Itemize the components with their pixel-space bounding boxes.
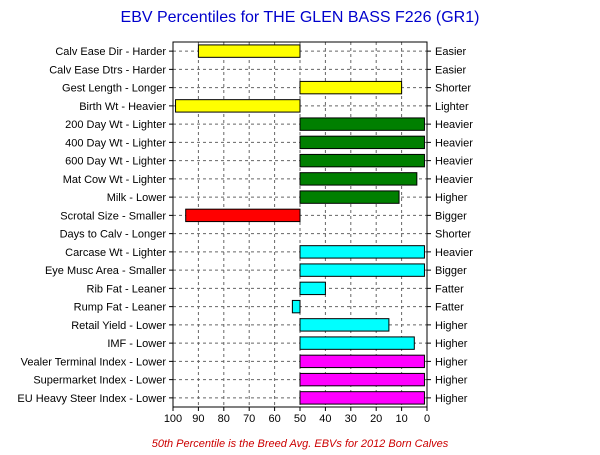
direction-label: Bigger [435,210,467,222]
direction-label: Easier [435,46,467,58]
x-tick-label: 100 [164,413,182,425]
category-label: Calv Ease Dir - Harder [55,46,166,58]
direction-label: Fatter [435,283,464,295]
bar [299,153,425,168]
bar [299,245,425,259]
category-label: IMF - Lower [107,338,166,350]
category-label: Retail Yield - Lower [71,320,166,332]
direction-label: Higher [435,320,468,332]
bar [299,135,425,150]
category-label: 600 Day Wt - Lighter [65,156,166,168]
bar [299,391,425,405]
category-label: EU Heavy Steer Index - Lower [17,393,166,405]
bars [175,44,425,405]
category-label: Calv Ease Dtrs - Harder [49,64,166,76]
bar [291,299,301,314]
category-label: Rib Fat - Leaner [87,283,167,295]
bar [299,172,418,186]
x-tick-label: 20 [370,413,382,425]
direction-label: Shorter [435,83,471,95]
bar [299,80,403,95]
direction-label: Heavier [435,119,473,131]
bar [185,208,301,223]
direction-label: Heavier [435,247,473,259]
right-direction-labels: Easier Easier Shorter Lighter Heavier Heavier… [427,46,473,405]
chart-title: EBV Percentiles for THE GLEN BASS F226 (… [121,9,480,26]
bar [299,354,425,369]
category-label: Birth Wt - Heavier [79,101,166,113]
direction-label: Heavier [435,174,473,186]
bar [299,336,415,350]
bar [299,263,425,277]
x-tick-label: 30 [345,413,357,425]
category-label: 200 Day Wt - Lighter [65,119,166,131]
direction-label: Higher [435,192,468,204]
direction-label: Fatter [435,302,464,314]
x-tick-label: 40 [319,413,331,425]
bar [299,190,400,204]
category-label: Scrotal Size - Smaller [60,210,166,222]
x-tick-label: 10 [395,413,407,425]
bar [299,372,425,387]
category-label: Days to Calv - Longer [60,229,167,241]
category-label: Milk - Lower [107,192,167,204]
direction-label: Shorter [435,229,471,241]
category-label: Mat Cow Wt - Lighter [63,174,167,186]
x-tick-label: 90 [192,413,204,425]
bar [299,281,326,296]
direction-label: Higher [435,375,468,387]
x-tick-label: 70 [243,413,255,425]
category-label: Supermarket Index - Lower [33,375,166,387]
category-label: Rump Fat - Leaner [74,302,167,314]
x-axis-ticks: 100 90 80 70 60 50 40 30 20 10 0 [164,407,430,425]
direction-label: Higher [435,356,468,368]
direction-label: Higher [435,393,468,405]
x-tick-label: 50 [294,413,306,425]
chart-footnote: 50th Percentile is the Breed Avg. EBVs f… [152,438,449,450]
category-label: Gest Length - Longer [62,83,166,95]
category-label: Vealer Terminal Index - Lower [21,356,167,368]
grid [173,42,427,407]
bar [175,99,301,113]
direction-label: Bigger [435,265,467,277]
bar [299,117,425,131]
category-label: Eye Musc Area - Smaller [45,265,166,277]
direction-label: Heavier [435,156,473,168]
category-label: 400 Day Wt - Lighter [65,137,166,149]
bar [299,318,390,332]
x-tick-label: 0 [424,413,430,425]
direction-label: Higher [435,338,468,350]
direction-label: Easier [435,64,467,76]
x-tick-label: 60 [268,413,280,425]
direction-label: Heavier [435,137,473,149]
bar [197,44,301,58]
x-tick-label: 80 [218,413,230,425]
direction-label: Lighter [435,101,469,113]
left-trait-labels: Calv Ease Dir - Harder Calv Ease Dtrs - H… [17,46,173,405]
category-label: Carcase Wt - Lighter [65,247,166,259]
